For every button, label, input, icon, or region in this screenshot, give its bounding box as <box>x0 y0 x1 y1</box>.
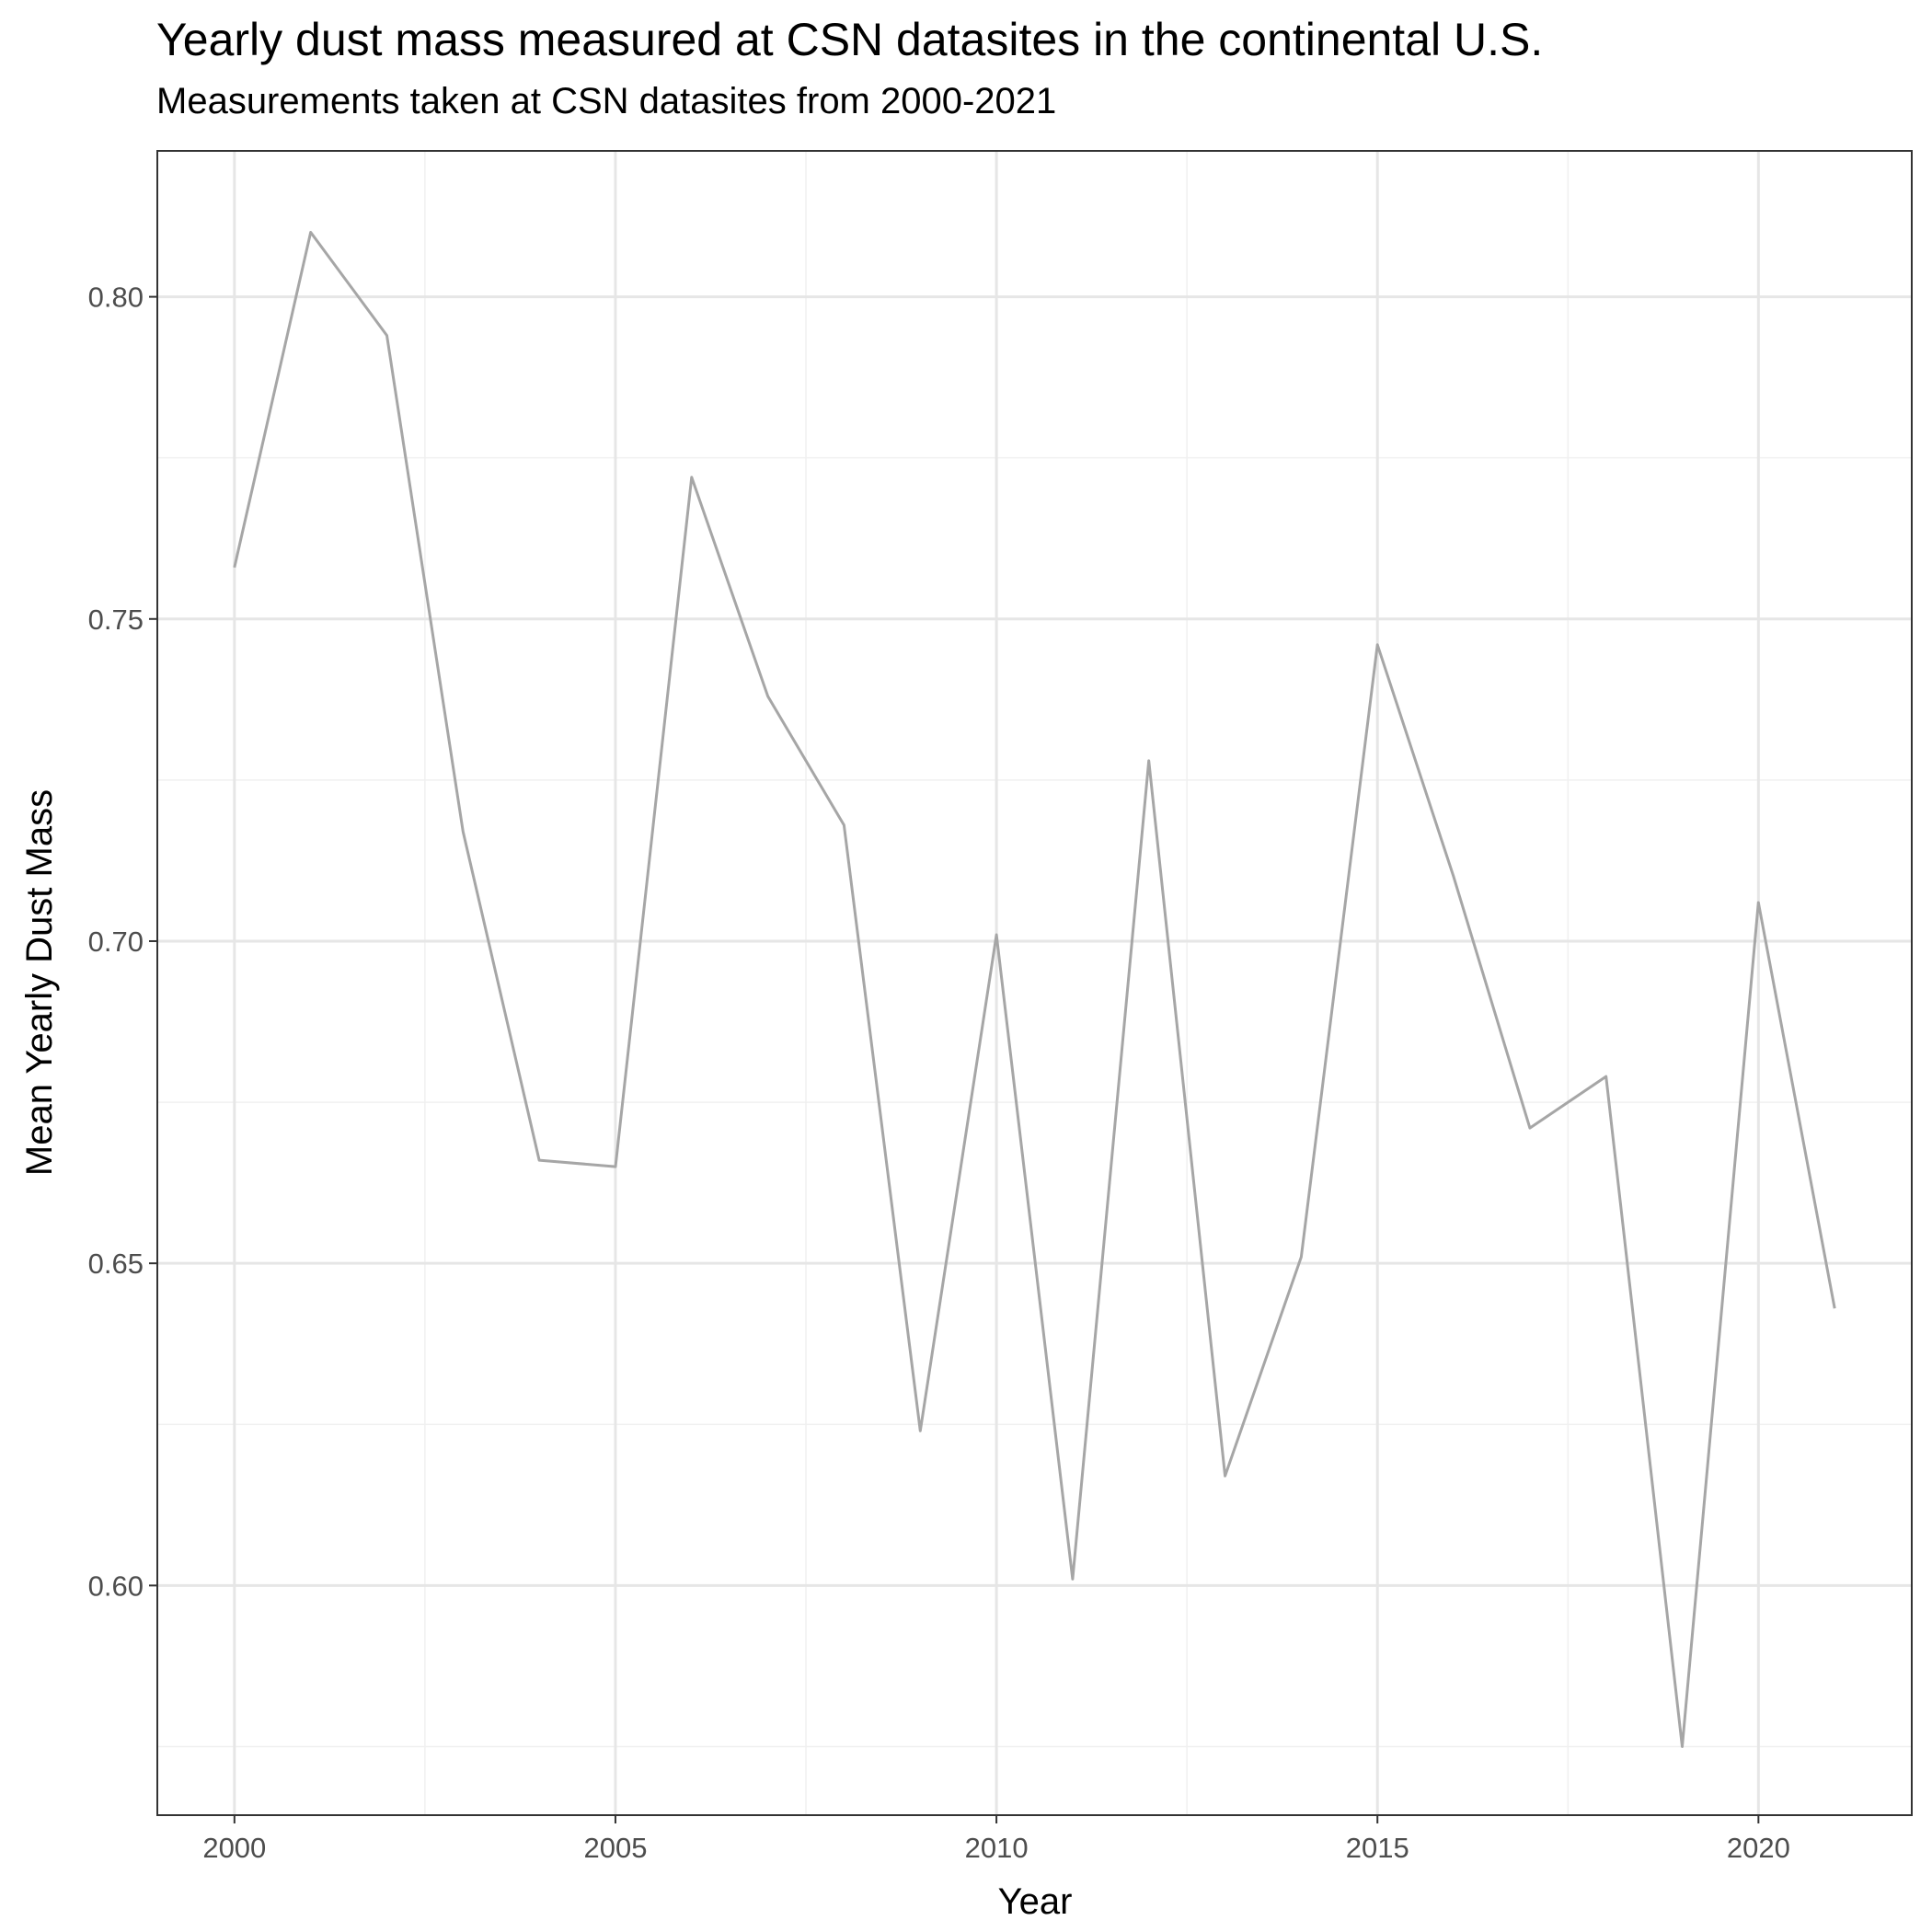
chart-title: Yearly dust mass measured at CSN datasit… <box>156 14 1544 65</box>
y-axis-title: Mean Yearly Dust Mass <box>19 789 60 1176</box>
y-tick-label: 0.70 <box>88 926 144 958</box>
minor-gridlines <box>158 152 1911 1814</box>
series-layer <box>233 231 1836 1748</box>
x-tick-label: 2015 <box>1346 1832 1409 1864</box>
y-tick-label: 0.65 <box>88 1248 144 1280</box>
y-axis: 0.60 0.65 0.70 0.75 0.80 <box>88 282 158 1602</box>
x-axis: 2000 2005 2010 2015 2020 <box>202 1814 1790 1864</box>
x-axis-title: Year <box>998 1881 1073 1922</box>
plot-panel-border <box>156 150 1913 1816</box>
series-line <box>233 231 1836 1748</box>
x-tick-label: 2020 <box>1727 1832 1790 1864</box>
x-tick-label: 2005 <box>583 1832 647 1864</box>
y-tick-label: 0.75 <box>88 604 144 636</box>
chart-subtitle: Measurements taken at CSN datasites from… <box>156 81 1057 121</box>
y-tick-label: 0.80 <box>88 282 144 314</box>
major-gridlines <box>158 152 1911 1814</box>
x-tick-label: 2010 <box>965 1832 1029 1864</box>
y-tick-label: 0.60 <box>88 1570 144 1602</box>
x-tick-label: 2000 <box>202 1832 266 1864</box>
